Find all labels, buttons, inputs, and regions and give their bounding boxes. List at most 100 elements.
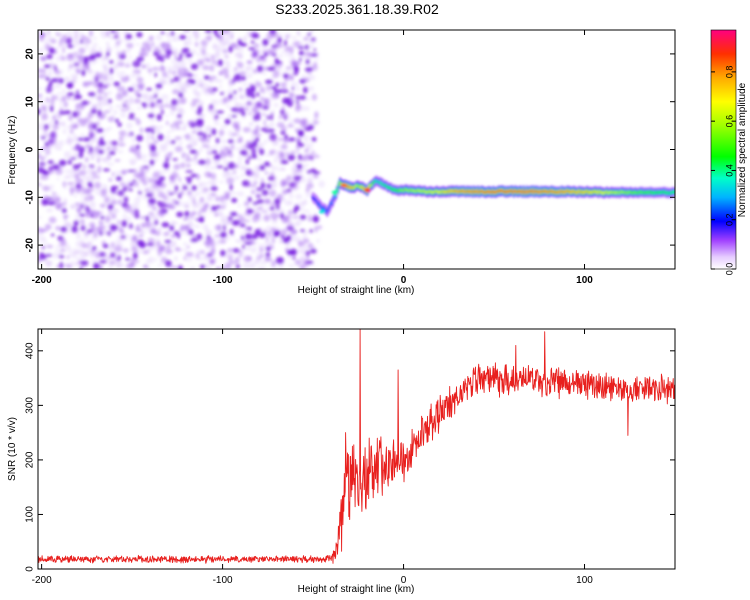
noise-speckle	[237, 120, 241, 125]
noise-speckle	[302, 238, 310, 244]
noise-speckle	[113, 81, 120, 86]
noise-speckle	[50, 161, 58, 167]
noise-speckle	[150, 223, 156, 231]
noise-speckle	[133, 242, 138, 247]
noise-speckle	[250, 263, 254, 266]
noise-speckle	[138, 234, 144, 238]
noise-speckle	[88, 140, 94, 146]
noise-speckle	[155, 97, 163, 100]
noise-speckle	[307, 121, 312, 127]
noise-speckle	[115, 238, 120, 246]
noise-speckle	[121, 101, 127, 105]
noise-speckle	[289, 55, 296, 59]
noise-speckle	[262, 106, 269, 110]
noise-speckle	[297, 41, 304, 46]
noise-speckle	[110, 200, 117, 205]
noise-speckle	[243, 255, 252, 263]
chart-title: S233.2025.361.18.39.R02	[275, 1, 439, 17]
noise-speckle	[251, 91, 256, 95]
noise-speckle	[266, 225, 270, 229]
noise-speckle	[145, 260, 150, 264]
noise-speckle	[305, 44, 309, 50]
colorbar-tick-label: 0.4	[724, 164, 734, 177]
noise-speckle	[188, 136, 195, 143]
noise-speckle	[63, 197, 67, 205]
noise-speckle	[272, 195, 278, 200]
noise-speckle	[206, 34, 214, 40]
noise-speckle	[255, 256, 262, 261]
noise-speckle	[179, 97, 187, 105]
noise-speckle	[296, 100, 299, 105]
noise-speckle	[262, 67, 269, 71]
noise-speckle	[265, 252, 271, 258]
noise-speckle	[172, 198, 177, 205]
noise-speckle	[227, 139, 234, 144]
noise-speckle	[183, 72, 189, 77]
noise-speckle	[162, 54, 169, 59]
noise-speckle	[221, 68, 226, 74]
noise-speckle	[270, 227, 277, 233]
noise-speckle	[182, 52, 187, 57]
noise-speckle	[172, 37, 176, 42]
noise-speckle	[75, 214, 80, 218]
noise-speckle	[245, 33, 252, 37]
noise-speckle	[50, 78, 59, 83]
noise-speckle	[214, 99, 219, 106]
noise-speckle	[137, 72, 141, 79]
noise-speckle	[231, 197, 238, 203]
noise-speckle	[226, 181, 229, 186]
noise-speckle	[147, 203, 153, 209]
noise-speckle	[295, 248, 303, 254]
noise-speckle	[159, 125, 164, 129]
noise-speckle	[295, 144, 301, 150]
noise-speckle	[96, 128, 104, 133]
noise-speckle	[40, 56, 47, 62]
noise-speckle	[51, 115, 57, 120]
noise-speckle	[54, 144, 62, 151]
noise-speckle	[44, 223, 52, 230]
noise-speckle	[192, 254, 198, 259]
noise-speckle	[133, 172, 141, 178]
noise-speckle	[100, 191, 107, 198]
noise-speckle	[275, 140, 278, 147]
noise-speckle	[98, 50, 104, 55]
noise-speckle	[181, 156, 185, 159]
noise-speckle	[314, 112, 318, 117]
noise-speckle	[236, 160, 243, 164]
noise-speckle	[105, 230, 109, 235]
noise-speckle	[311, 64, 318, 71]
noise-speckle	[139, 227, 143, 232]
noise-speckle	[136, 32, 143, 38]
noise-speckle	[63, 175, 69, 180]
noise-speckle	[168, 69, 172, 74]
noise-speckle	[128, 148, 135, 153]
noise-speckle	[208, 204, 217, 207]
noise-speckle	[204, 263, 210, 269]
noise-speckle	[200, 264, 205, 269]
noise-speckle	[97, 106, 104, 110]
noise-speckle	[171, 191, 178, 195]
noise-speckle	[306, 182, 314, 189]
noise-speckle	[233, 175, 241, 180]
noise-speckle	[147, 237, 155, 243]
noise-speckle	[256, 92, 260, 97]
noise-speckle	[137, 194, 145, 198]
noise-speckle	[194, 99, 202, 104]
noise-speckle	[130, 30, 137, 33]
noise-speckle	[104, 201, 112, 206]
noise-speckle	[189, 49, 197, 55]
noise-speckle	[313, 116, 319, 121]
noise-speckle	[128, 188, 133, 192]
noise-speckle	[203, 52, 211, 58]
noise-speckle	[291, 62, 300, 66]
noise-speckle	[269, 172, 275, 177]
noise-speckle	[244, 76, 248, 80]
noise-speckle	[260, 56, 267, 63]
noise-speckle	[242, 93, 247, 101]
snr-x-ticks: -200 -100 0 100	[32, 329, 593, 586]
noise-speckle	[246, 60, 253, 64]
noise-speckle	[257, 266, 264, 269]
noise-speckle	[140, 172, 144, 178]
noise-speckle	[119, 193, 128, 198]
noise-speckle	[46, 104, 51, 110]
